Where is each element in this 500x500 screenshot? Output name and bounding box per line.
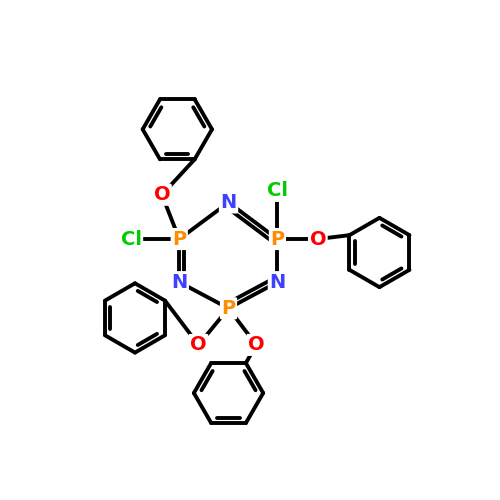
Text: O: O: [190, 336, 207, 354]
Text: P: P: [172, 230, 186, 248]
Text: N: N: [270, 272, 285, 291]
Text: Cl: Cl: [120, 230, 142, 248]
Text: O: O: [154, 185, 170, 204]
Text: P: P: [270, 230, 284, 248]
Text: P: P: [222, 299, 235, 318]
Text: Cl: Cl: [267, 182, 288, 201]
Text: N: N: [220, 193, 236, 212]
Text: N: N: [171, 272, 188, 291]
Text: O: O: [248, 336, 264, 354]
Text: O: O: [310, 230, 326, 248]
